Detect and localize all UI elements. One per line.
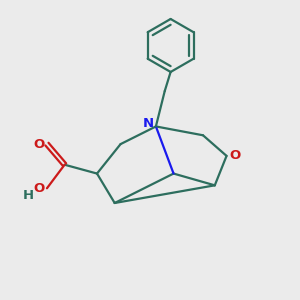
Text: O: O <box>33 182 44 195</box>
Text: O: O <box>229 149 240 162</box>
Text: N: N <box>143 117 154 130</box>
Text: H: H <box>23 189 34 202</box>
Text: O: O <box>33 138 44 151</box>
